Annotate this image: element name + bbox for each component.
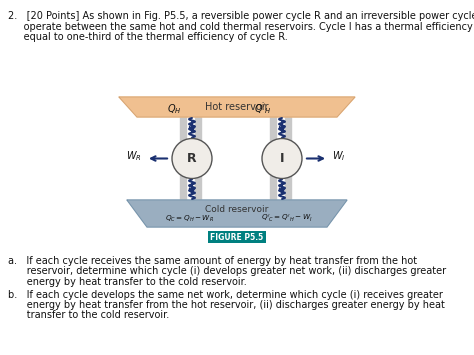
Text: transfer to the cold reservoir.: transfer to the cold reservoir. — [8, 311, 169, 321]
Bar — [195, 117, 201, 200]
Circle shape — [172, 138, 212, 179]
Bar — [180, 117, 186, 200]
Text: a.   If each cycle receives the same amount of energy by heat transfer from the : a. If each cycle receives the same amoun… — [8, 256, 417, 266]
Text: reservoir, determine which cycle (i) develops greater net work, (ii) discharges : reservoir, determine which cycle (i) dev… — [8, 267, 446, 277]
Text: $Q_H$: $Q_H$ — [167, 102, 182, 116]
Text: energy by heat transfer to the cold reservoir.: energy by heat transfer to the cold rese… — [8, 277, 247, 287]
Text: Hot reservoir: Hot reservoir — [205, 102, 269, 112]
Text: I: I — [280, 152, 284, 165]
Text: R: R — [187, 152, 197, 165]
Circle shape — [262, 138, 302, 179]
Polygon shape — [119, 97, 355, 117]
Text: operate between the same hot and cold thermal reservoirs. Cycle I has a thermal : operate between the same hot and cold th… — [8, 22, 473, 32]
Polygon shape — [127, 200, 347, 227]
Text: FIGURE P5.5: FIGURE P5.5 — [210, 233, 264, 241]
Text: $W_R$: $W_R$ — [126, 149, 142, 163]
Text: $W_I$: $W_I$ — [332, 149, 346, 163]
Text: b.   If each cycle develops the same net work, determine which cycle (i) receive: b. If each cycle develops the same net w… — [8, 289, 443, 300]
Text: $Q_C = Q_H - W_R$: $Q_C = Q_H - W_R$ — [165, 213, 215, 224]
Text: $Q'_C = Q'_H - W_I$: $Q'_C = Q'_H - W_I$ — [261, 213, 313, 224]
Bar — [270, 117, 276, 200]
Text: energy by heat transfer from the hot reservoir, (ii) discharges greater energy b: energy by heat transfer from the hot res… — [8, 300, 445, 310]
Text: Cold reservoir: Cold reservoir — [205, 205, 269, 214]
Bar — [285, 117, 291, 200]
Text: 2.   [20 Points] As shown in Fig. P5.5, a reversible power cycle R and an irreve: 2. [20 Points] As shown in Fig. P5.5, a … — [8, 11, 474, 21]
Text: $Q'_H$: $Q'_H$ — [255, 102, 272, 116]
Text: equal to one-third of the thermal efficiency of cycle R.: equal to one-third of the thermal effici… — [8, 32, 288, 42]
